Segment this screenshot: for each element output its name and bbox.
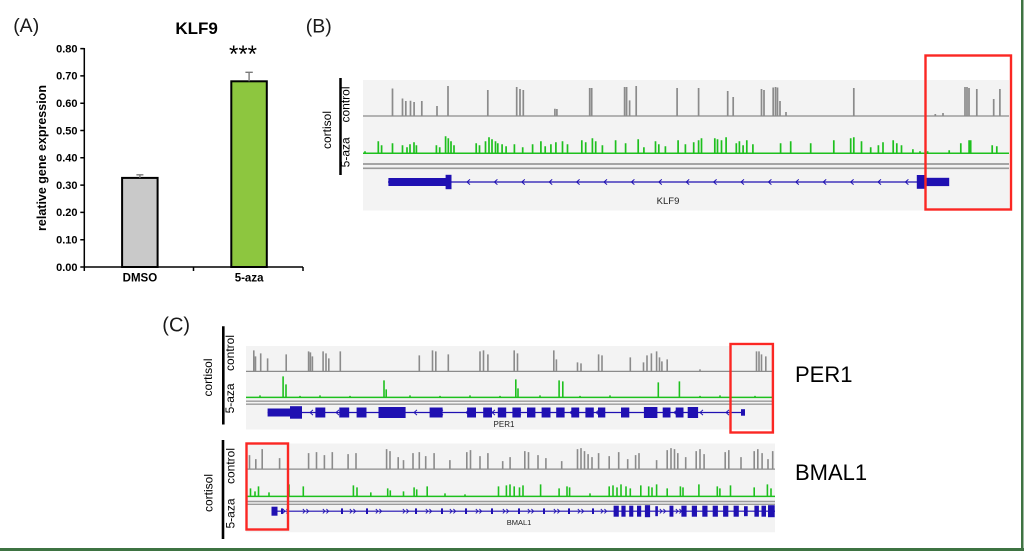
svg-text:control: control xyxy=(224,448,238,484)
svg-text:control: control xyxy=(223,335,237,371)
svg-text:***: *** xyxy=(229,41,257,68)
svg-text:5-aza: 5-aza xyxy=(224,498,238,528)
svg-text:0.60: 0.60 xyxy=(56,98,77,110)
svg-text:0.30: 0.30 xyxy=(56,180,77,192)
svg-text:(A): (A) xyxy=(13,15,39,37)
svg-text:(B): (B) xyxy=(306,16,332,38)
svg-text:(C): (C) xyxy=(162,314,190,336)
svg-text:cortisol: cortisol xyxy=(202,474,216,512)
svg-text:0.10: 0.10 xyxy=(56,235,77,247)
svg-text:5-aza: 5-aza xyxy=(235,273,264,285)
svg-text:0.50: 0.50 xyxy=(56,125,77,137)
svg-text:relative gene expression: relative gene expression xyxy=(35,85,49,231)
svg-text:BMAL1: BMAL1 xyxy=(795,460,867,485)
svg-text:DMSO: DMSO xyxy=(123,273,158,285)
svg-text:cortisol: cortisol xyxy=(320,111,334,149)
svg-text:5-aza: 5-aza xyxy=(338,137,352,167)
svg-text:PER1: PER1 xyxy=(494,420,515,429)
svg-text:KLF9: KLF9 xyxy=(657,196,680,207)
svg-text:0.20: 0.20 xyxy=(56,207,77,219)
svg-text:0.70: 0.70 xyxy=(56,71,77,83)
svg-text:PER1: PER1 xyxy=(795,362,852,387)
svg-text:0.80: 0.80 xyxy=(56,43,77,55)
svg-text:5-aza: 5-aza xyxy=(223,383,237,413)
svg-text:0.00: 0.00 xyxy=(56,262,77,274)
svg-text:cortisol: cortisol xyxy=(201,358,215,396)
svg-text:control: control xyxy=(338,86,352,122)
svg-text:BMAL1: BMAL1 xyxy=(507,518,532,527)
svg-text:KLF9: KLF9 xyxy=(175,19,218,38)
svg-text:0.40: 0.40 xyxy=(56,153,77,165)
